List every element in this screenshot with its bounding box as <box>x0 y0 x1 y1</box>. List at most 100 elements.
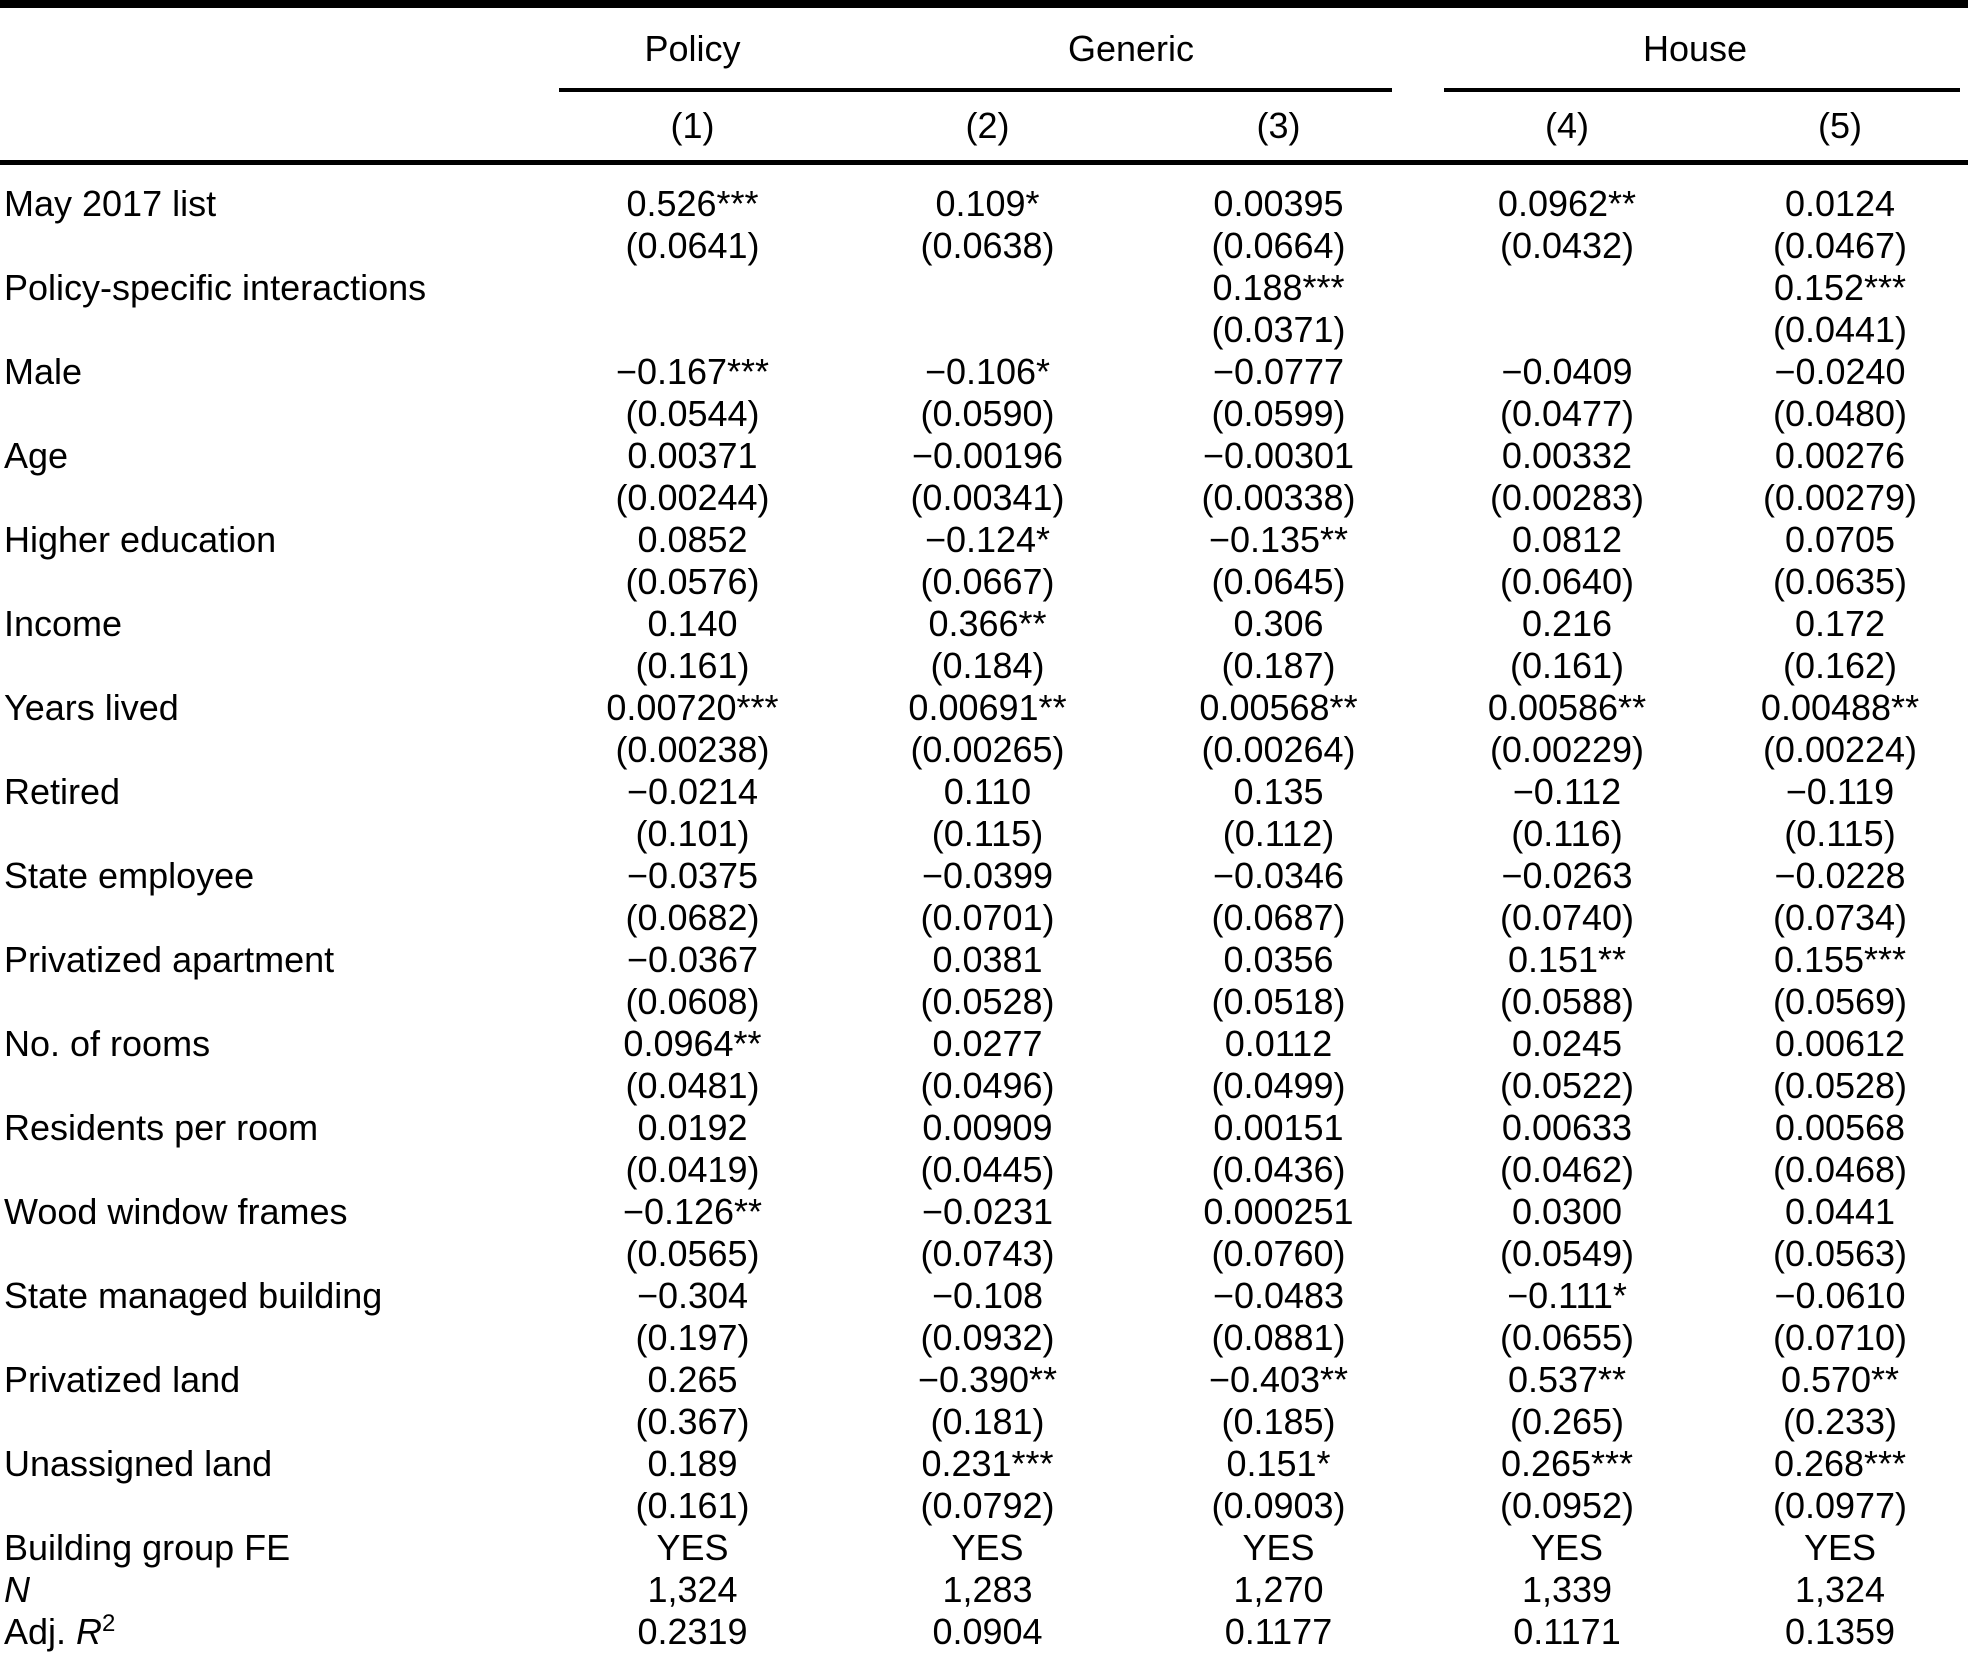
summary-row-n-observations: N 1,324 1,283 1,270 1,339 1,324 <box>0 1569 1968 1611</box>
summary-value-cell: 0.0904 <box>932 1611 1043 1652</box>
summary-row-building-group-fe: Building group FE YES YES YES YES YES <box>0 1527 1968 1569</box>
se-row-empty-label <box>0 1149 545 1191</box>
coef-cell: −0.126** <box>622 1191 763 1232</box>
se-cell: (0.0576) <box>625 561 760 602</box>
coef-cell: 0.306 <box>1233 603 1324 644</box>
se-cell: (0.0528) <box>1772 1065 1908 1106</box>
coef-row: State employee −0.0375 −0.0399 −0.0346 −0.02… <box>0 855 1968 897</box>
se-row: (0.101) (0.115) (0.112) (0.116) (0.115) <box>0 813 1968 855</box>
se-cell: (0.116) <box>1511 813 1623 854</box>
coef-cell: 0.0812 <box>1511 519 1623 560</box>
se-cell: (0.0569) <box>1772 981 1908 1022</box>
summary-value-cell: 0.2319 <box>637 1611 748 1652</box>
se-cell: (0.0932) <box>920 1317 1055 1358</box>
summary-value-cell: YES <box>1242 1527 1315 1568</box>
coef-row: Retired −0.0214 0.110 0.135 −0.112 −0.119 <box>0 771 1968 813</box>
coef-cell: −0.304 <box>636 1275 749 1316</box>
col-group-house: House <box>1642 28 1748 69</box>
coef-cell: 0.00568** <box>1199 687 1358 728</box>
coef-row: Residents per room 0.0192 0.00909 0.00151 0.… <box>0 1107 1968 1149</box>
policy-generic-underline-cell <box>545 86 1422 92</box>
se-cell: (0.0740) <box>1499 897 1635 938</box>
coef-cell: 0.0962** <box>1497 183 1637 224</box>
se-row: (0.0481) (0.0496) (0.0499) (0.0522) (0.0528) <box>0 1065 1968 1107</box>
row-label: Residents per room <box>4 1107 319 1148</box>
se-cell: (0.0467) <box>1772 225 1908 266</box>
coef-cell: 0.00151 <box>1213 1107 1344 1148</box>
summary-value-cell: 1,339 <box>1521 1569 1613 1610</box>
coef-row: Income 0.140 0.366** 0.306 0.216 0.172 <box>0 603 1968 645</box>
se-cell: (0.0734) <box>1772 897 1908 938</box>
se-cell: (0.0432) <box>1499 225 1635 266</box>
se-cell: (0.0477) <box>1499 393 1635 434</box>
se-cell: (0.0419) <box>625 1149 760 1190</box>
coef-row: Age 0.00371 −0.00196 −0.00301 0.00332 0.00276 <box>0 435 1968 477</box>
column-group-header-row: Policy Generic House <box>0 4 1968 86</box>
se-cell: (0.0468) <box>1772 1149 1908 1190</box>
coef-cell: −0.112 <box>1512 771 1622 812</box>
coef-cell: 0.0112 <box>1224 1023 1333 1064</box>
coef-cell: 0.151* <box>1226 1443 1331 1484</box>
coef-cell: 0.265*** <box>1500 1443 1634 1484</box>
coef-cell: −0.390** <box>917 1359 1058 1400</box>
coef-cell: 0.189 <box>647 1443 738 1484</box>
coef-row: State managed building −0.304 −0.108 −0.048… <box>0 1275 1968 1317</box>
se-cell: (0.0977) <box>1772 1485 1908 1526</box>
coef-cell: −0.0214 <box>626 771 759 812</box>
coef-cell: −0.0231 <box>921 1191 1054 1232</box>
coef-row: Years lived 0.00720*** 0.00691** 0.00568** 0… <box>0 687 1968 729</box>
col-group-policy: Policy <box>644 28 741 69</box>
coef-cell: 0.0852 <box>637 519 748 560</box>
coef-cell: 0.00612 <box>1774 1023 1906 1064</box>
coef-cell: −0.0399 <box>921 855 1054 896</box>
coef-cell: 0.00909 <box>922 1107 1053 1148</box>
coef-row: May 2017 list 0.526*** 0.109* 0.00395 0.0962… <box>0 163 1968 226</box>
se-cell: (0.0588) <box>1499 981 1635 1022</box>
se-row-empty-label <box>0 813 545 855</box>
row-label: Policy-specific interactions <box>4 267 427 308</box>
se-cell: (0.00341) <box>910 477 1065 518</box>
house-underline-cell <box>1422 86 1968 92</box>
se-cell: (0.0645) <box>1211 561 1346 602</box>
coef-cell: 0.172 <box>1794 603 1886 644</box>
column-number-row: (1) (2) (3) (4) (5) <box>0 92 1968 165</box>
coef-cell: −0.0375 <box>626 855 759 896</box>
se-row: (0.0576) (0.0667) (0.0645) (0.0640) (0.0635) <box>0 561 1968 603</box>
coef-cell: 0.0277 <box>932 1023 1043 1064</box>
se-row-empty-label <box>0 309 545 351</box>
coef-cell: 0.0124 <box>1784 183 1896 224</box>
row-label: Retired <box>4 771 121 812</box>
coef-cell: −0.0610 <box>1774 1275 1906 1316</box>
corner-empty-cell <box>0 4 545 86</box>
summary-value-cell: 1,324 <box>1794 1569 1886 1610</box>
coef-cell: −0.0777 <box>1212 351 1345 392</box>
se-cell: (0.115) <box>931 813 1044 854</box>
summary-label-n-observations: N <box>0 1569 545 1611</box>
se-row: (0.00238) (0.00265) (0.00264) (0.00229) (0.0… <box>0 729 1968 771</box>
coef-row: Privatized apartment −0.0367 0.0381 0.0356 0… <box>0 939 1968 981</box>
summary-value-cell: 0.1359 <box>1784 1611 1896 1652</box>
se-cell: (0.0710) <box>1772 1317 1908 1358</box>
row-label: Age <box>4 435 69 476</box>
coef-cell: 0.000251 <box>1203 1191 1354 1232</box>
summary-row-adjusted-r-squared: Adj. R2 0.2319 0.0904 0.1177 0.1171 0.1359 <box>0 1611 1968 1653</box>
se-cell <box>840 309 1135 351</box>
se-cell: (0.0549) <box>1499 1233 1635 1274</box>
row-label: Years lived <box>4 687 179 728</box>
se-cell: (0.162) <box>1782 645 1898 686</box>
coef-row: Male −0.167*** −0.106* −0.0777 −0.0409 −0.024… <box>0 351 1968 393</box>
coef-cell: −0.0228 <box>1774 855 1906 896</box>
group-underline-row <box>0 86 1968 92</box>
coef-cell: 0.109* <box>935 183 1040 224</box>
se-cell: (0.0638) <box>920 225 1055 266</box>
se-row-empty-label <box>0 897 545 939</box>
coef-cell: −0.0483 <box>1212 1275 1345 1316</box>
coef-cell: −0.135** <box>1208 519 1349 560</box>
se-row-empty-label <box>0 225 545 267</box>
coef-cell: 0.537** <box>1507 1359 1627 1400</box>
se-cell: (0.0903) <box>1211 1485 1346 1526</box>
coef-cell: −0.0263 <box>1501 855 1633 896</box>
summary-value-cell: YES <box>1530 1527 1604 1568</box>
se-cell: (0.197) <box>635 1317 750 1358</box>
coef-cell: −0.00301 <box>1202 435 1355 476</box>
